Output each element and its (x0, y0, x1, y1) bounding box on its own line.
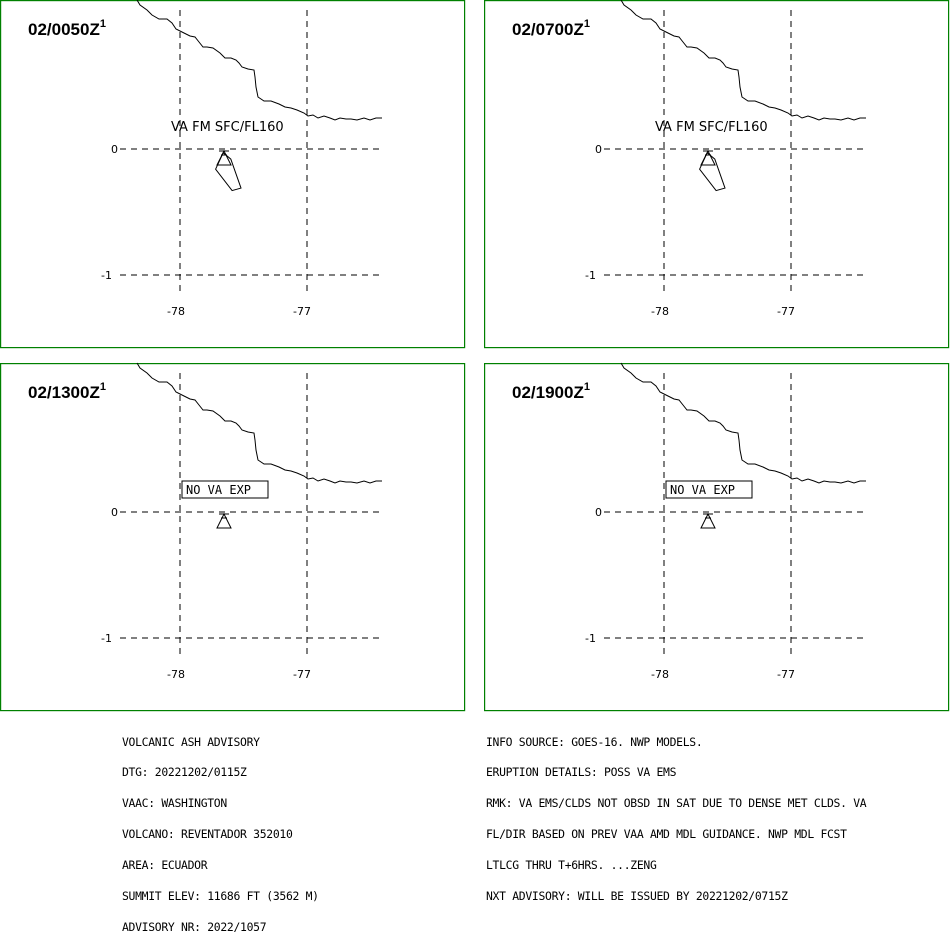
lat-tick-label: -1 (585, 269, 596, 282)
panel-frame (484, 363, 950, 712)
advisory-line: AREA: ECUADOR (122, 858, 208, 873)
panel-time-superscript: 1 (100, 381, 106, 393)
panel-frame (0, 0, 466, 349)
ash-cloud-polygon (215, 152, 242, 192)
lon-tick-label: -77 (293, 305, 311, 318)
panel-time-superscript: 1 (100, 18, 106, 30)
va-label: NO VA EXP (186, 483, 251, 497)
va-label-group: VA FM SFC/FL160 (655, 120, 768, 135)
va-label-group: NO VA EXP (665, 480, 753, 499)
advisory-line: SUMMIT ELEV: 11686 FT (3562 M) (122, 889, 319, 904)
ash-cloud-group (215, 152, 242, 192)
advisory-line: ADVISORY NR: 2022/1057 (122, 919, 267, 934)
va-label: NO VA EXP (670, 483, 735, 497)
advisory-line: VOLCANO: REVENTADOR 352010 (122, 827, 293, 842)
volcano-icon (216, 149, 232, 166)
lat-tick-label: -1 (101, 269, 112, 282)
lat-tick-label: 0 (111, 143, 118, 156)
advisory-line: DTG: 20221202/0115Z (122, 765, 247, 780)
advisory-line: NXT ADVISORY: WILL BE ISSUED BY 20221202… (486, 889, 788, 904)
lon-tick-label: -78 (167, 305, 185, 318)
forecast-panel-1: 0 -1 -78 -77 02/0050Z1 VA FM SFC/FL160 (0, 0, 466, 349)
advisory-line: RMK: VA EMS/CLDS NOT OBSD IN SAT DUE TO … (486, 796, 867, 811)
lon-tick-label: -78 (167, 668, 185, 681)
va-label: VA FM SFC/FL160 (655, 120, 768, 135)
lat-tick-label: -1 (585, 632, 596, 645)
map-svg: 0 -1 -78 -77 02/1300Z1 NO VA EXP (0, 362, 466, 712)
volcano-icon (700, 512, 716, 529)
ash-cloud-polygon (699, 152, 726, 192)
map-svg: 0 -1 -78 -77 02/0700Z1 VA FM SFC/FL160 (484, 0, 950, 349)
lat-tick-label: 0 (595, 506, 602, 519)
panel-time-title: 02/1900Z1 (512, 381, 590, 402)
lon-tick-label: -78 (651, 668, 669, 681)
panel-time: 02/0700Z (512, 20, 584, 39)
advisory-line: VAAC: WASHINGTON (122, 796, 227, 811)
map-svg: 0 -1 -78 -77 02/1900Z1 NO VA EXP (484, 362, 950, 712)
panel-time-superscript: 1 (584, 381, 590, 393)
va-label-group: VA FM SFC/FL160 (171, 120, 284, 135)
map-svg: 0 -1 -78 -77 02/0050Z1 VA FM SFC/FL160 (0, 0, 466, 349)
no-va-box (181, 480, 269, 499)
advisory-line: VOLCANIC ASH ADVISORY (122, 734, 260, 749)
panel-time-superscript: 1 (584, 18, 590, 30)
va-label: VA FM SFC/FL160 (171, 120, 284, 135)
lon-tick-label: -77 (293, 668, 311, 681)
lon-tick-label: -77 (777, 668, 795, 681)
lat-tick-label: 0 (111, 506, 118, 519)
no-va-box (665, 480, 753, 499)
ash-cloud-group (699, 152, 726, 192)
coastline (620, 362, 866, 484)
panel-time: 02/1900Z (512, 383, 584, 402)
panel-time: 02/1300Z (28, 383, 100, 402)
lat-tick-label: -1 (101, 632, 112, 645)
lon-tick-label: -78 (651, 305, 669, 318)
va-label-group: NO VA EXP (181, 480, 269, 499)
advisory-line: INFO SOURCE: GOES-16. NWP MODELS. (486, 734, 703, 749)
coastline (136, 0, 382, 121)
advisory-line: FL/DIR BASED ON PREV VAA AMD MDL GUIDANC… (486, 827, 847, 842)
advisory-right-block: INFO SOURCE: GOES-16. NWP MODELS. ERUPTI… (486, 716, 867, 912)
panel-time-title: 02/0700Z1 (512, 18, 590, 39)
panel-time-title: 02/0050Z1 (28, 18, 106, 39)
volcano-icon (216, 512, 232, 529)
panel-frame (0, 363, 466, 712)
coastline (136, 362, 382, 484)
forecast-panel-2: 0 -1 -78 -77 02/0700Z1 VA FM SFC/FL160 (484, 0, 950, 349)
coastline (620, 0, 866, 121)
panel-time-title: 02/1300Z1 (28, 381, 106, 402)
advisory-left-block: VOLCANIC ASH ADVISORY DTG: 20221202/0115… (122, 716, 319, 943)
volcano-icon (700, 149, 716, 166)
forecast-panel-4: 0 -1 -78 -77 02/1900Z1 NO VA EXP (484, 362, 950, 712)
advisory-line: ERUPTION DETAILS: POSS VA EMS (486, 765, 677, 780)
advisory-line: LTLCG THRU T+6HRS. ...ZENG (486, 858, 657, 873)
panel-frame (484, 0, 950, 349)
lat-tick-label: 0 (595, 143, 602, 156)
lon-tick-label: -77 (777, 305, 795, 318)
panel-time: 02/0050Z (28, 20, 100, 39)
forecast-panel-3: 0 -1 -78 -77 02/1300Z1 NO VA EXP (0, 362, 466, 712)
